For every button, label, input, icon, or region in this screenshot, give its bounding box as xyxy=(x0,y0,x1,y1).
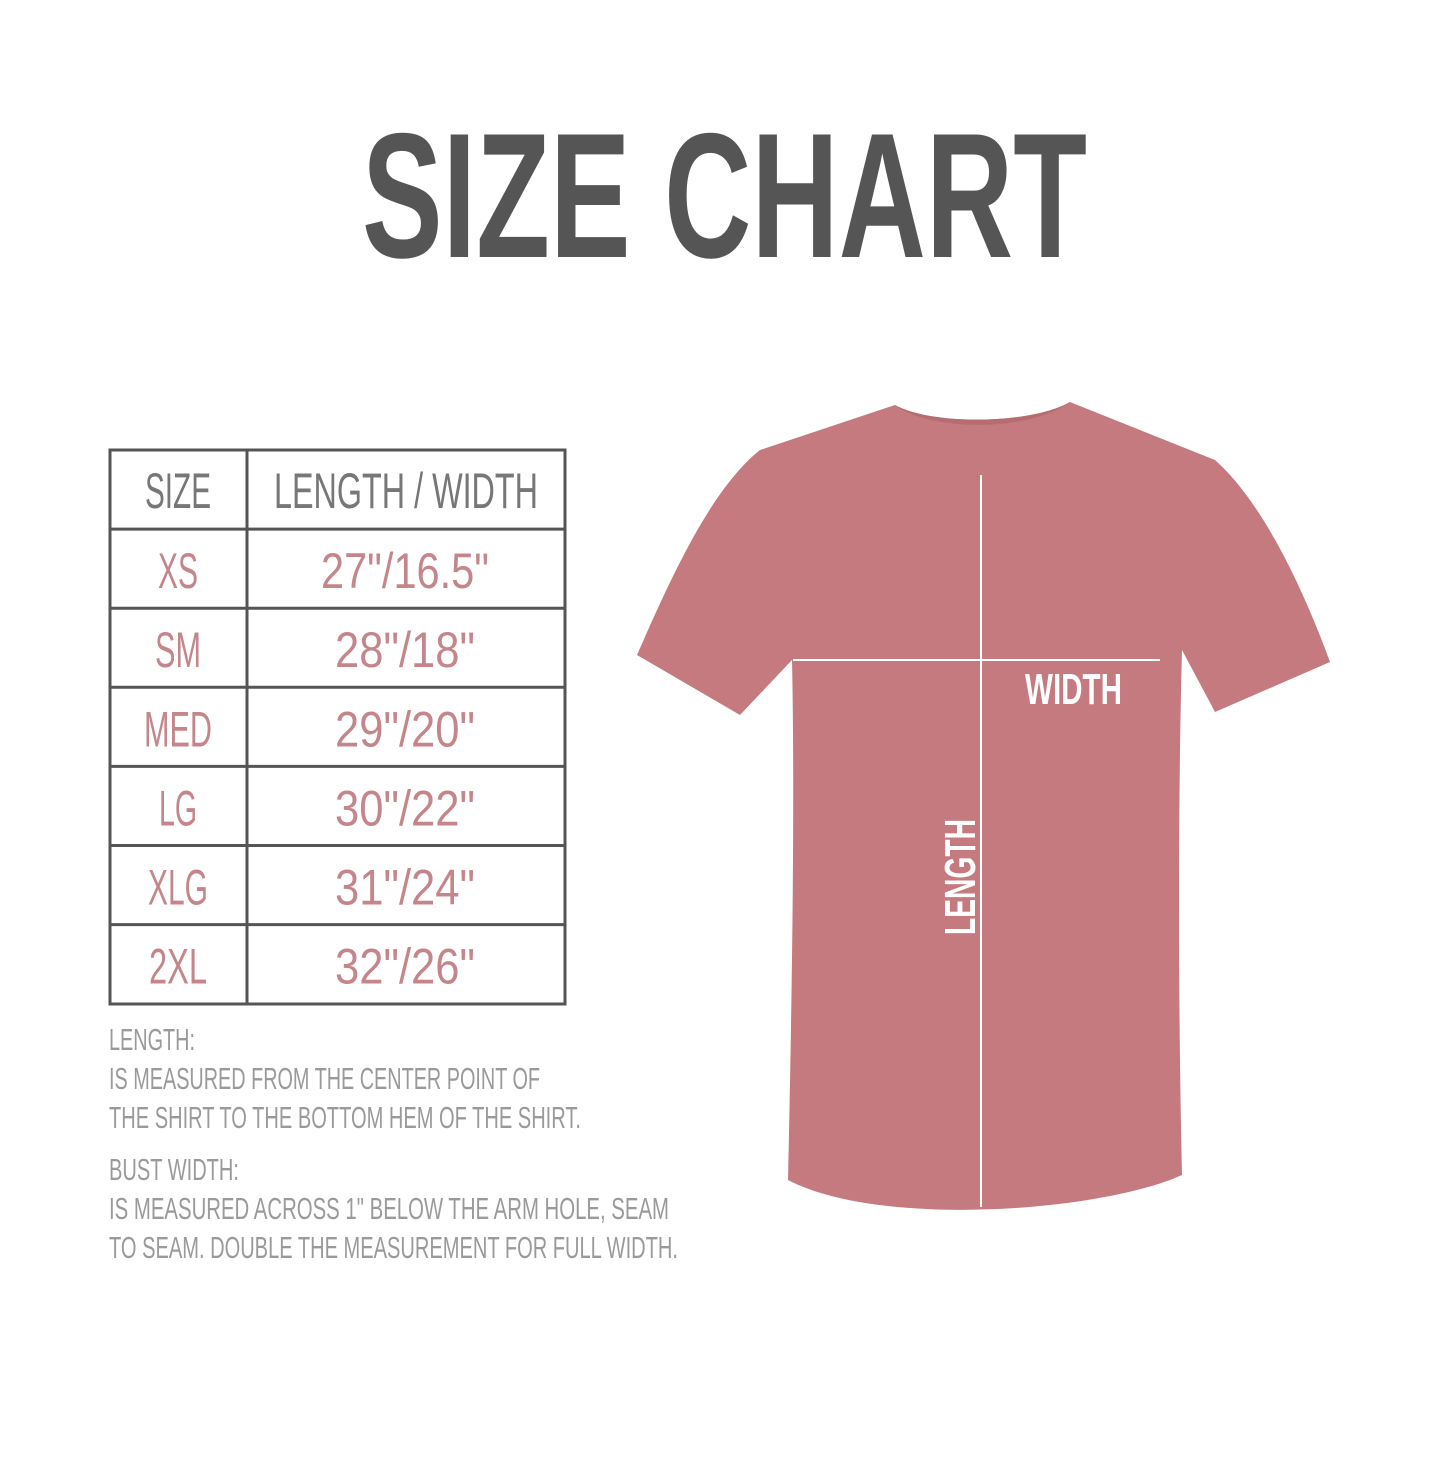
tshirt-illustration: WIDTH LENGTH xyxy=(637,402,1330,1210)
tshirt-shape xyxy=(637,402,1330,1210)
measurement-cell: 31"/24" xyxy=(335,860,475,916)
length-note-line: IS MEASURED FROM THE CENTER POINT OF xyxy=(109,1061,540,1096)
size-cell: 2XL xyxy=(149,939,207,995)
width-note-line: IS MEASURED ACROSS 1" BELOW THE ARM HOLE… xyxy=(109,1191,669,1226)
measurement-cell: 29"/20" xyxy=(335,701,475,757)
header-size: SIZE xyxy=(145,463,211,519)
measurement-cell: 30"/22" xyxy=(335,780,475,836)
measurement-notes: LENGTH: IS MEASURED FROM THE CENTER POIN… xyxy=(109,1022,678,1265)
length-label: LENGTH xyxy=(936,819,985,935)
size-cell: MED xyxy=(144,701,212,757)
size-table: SIZE LENGTH / WIDTH XS 27"/16.5" SM 28"/18"… xyxy=(108,448,567,1006)
width-label: WIDTH xyxy=(1025,665,1122,714)
header-length-width: LENGTH / WIDTH xyxy=(274,463,538,519)
length-note-heading: LENGTH: xyxy=(109,1022,195,1057)
measurement-cell: 28"/18" xyxy=(335,622,475,678)
size-cell: LG xyxy=(159,780,197,836)
measurement-cell: 27"/16.5" xyxy=(321,543,489,599)
length-note-line: THE SHIRT TO THE BOTTOM HEM OF THE SHIRT… xyxy=(109,1100,581,1135)
size-cell: SM xyxy=(155,622,201,678)
size-cell: XS xyxy=(158,543,198,599)
width-note-line: TO SEAM. DOUBLE THE MEASUREMENT FOR FULL… xyxy=(109,1230,678,1265)
size-cell: XLG xyxy=(148,860,208,916)
page-title: SIZE CHART xyxy=(362,96,1087,295)
measurement-cell: 32"/26" xyxy=(335,939,475,995)
width-note-heading: BUST WIDTH: xyxy=(109,1152,239,1187)
